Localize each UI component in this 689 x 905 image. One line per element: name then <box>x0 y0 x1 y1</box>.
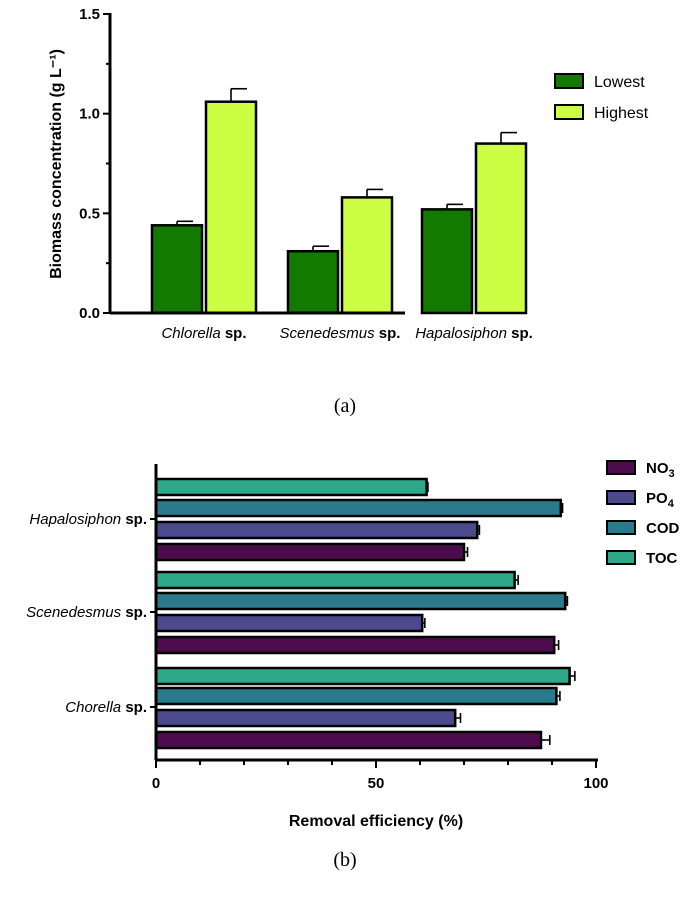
bar-b-no3 <box>154 542 466 562</box>
legend-swatch-a <box>554 104 584 120</box>
legend-swatch-b <box>606 550 636 565</box>
x-category-label-a: Chlorella sp. <box>161 325 246 342</box>
bar-b-po4 <box>154 613 424 633</box>
bar-b-toc <box>154 570 516 590</box>
chart-a: 0.0 0.5 1.0 1.5 Chlorella sp. Scenedesmus sp.… <box>48 6 649 417</box>
bar-a-highest <box>204 100 258 315</box>
legend-swatch-b <box>606 460 636 475</box>
bar-b-no3 <box>154 730 543 750</box>
bar-b-po4 <box>154 708 457 728</box>
y-tick-label-a: 1.0 <box>79 106 100 123</box>
bar-b-cod <box>154 498 563 518</box>
bar-b-po4 <box>154 520 479 540</box>
legend-swatch-b <box>606 520 636 535</box>
x-axis-title-b: Removal efficiency (%) <box>289 813 463 830</box>
chart-b: Chorella sp. Scenedesmus sp. Hapalosiphon … <box>26 460 680 871</box>
y-tick-label-a: 0.5 <box>79 205 100 222</box>
x-tick-label-b: 100 <box>583 775 608 792</box>
y-tick-label-a: 1.5 <box>79 6 100 23</box>
bar-a-highest <box>340 196 394 315</box>
x-tick-label-b: 0 <box>152 775 160 792</box>
bar-a-lowest <box>286 249 340 315</box>
legend-label-b: COD <box>646 520 680 537</box>
x-category-label-a: Scenedesmus sp. <box>280 325 401 342</box>
bar-b-cod <box>154 686 558 706</box>
bar-b-toc <box>154 666 571 686</box>
legend-label-b: NO3 <box>646 460 675 480</box>
panel-label-a: (a) <box>334 395 356 417</box>
bar-a-lowest <box>420 208 474 315</box>
panel-label-b: (b) <box>333 849 356 871</box>
legend-swatch-a <box>554 73 584 89</box>
x-category-label-a: Hapalosiphon sp. <box>415 325 533 342</box>
x-tick-label-b: 50 <box>368 775 385 792</box>
bar-a-lowest <box>150 224 204 315</box>
legend-label-a: Highest <box>594 105 649 122</box>
bar-b-no3 <box>154 635 556 655</box>
y-axis-title-a: Biomass concentration (g L⁻¹) <box>48 49 65 279</box>
y-category-label-b: Chorella sp. <box>65 699 147 716</box>
bar-b-cod <box>154 591 567 611</box>
legend-label-a: Lowest <box>594 74 645 91</box>
legend-label-b: PO4 <box>646 490 675 510</box>
legend-label-b: TOC <box>646 550 678 567</box>
y-category-label-b: Scenedesmus sp. <box>26 604 147 621</box>
legend-swatch-b <box>606 490 636 505</box>
y-tick-label-a: 0.0 <box>79 305 100 322</box>
bar-b-toc <box>154 477 428 497</box>
y-category-label-b: Hapalosiphon sp. <box>29 511 147 528</box>
bar-a-highest <box>474 142 528 315</box>
